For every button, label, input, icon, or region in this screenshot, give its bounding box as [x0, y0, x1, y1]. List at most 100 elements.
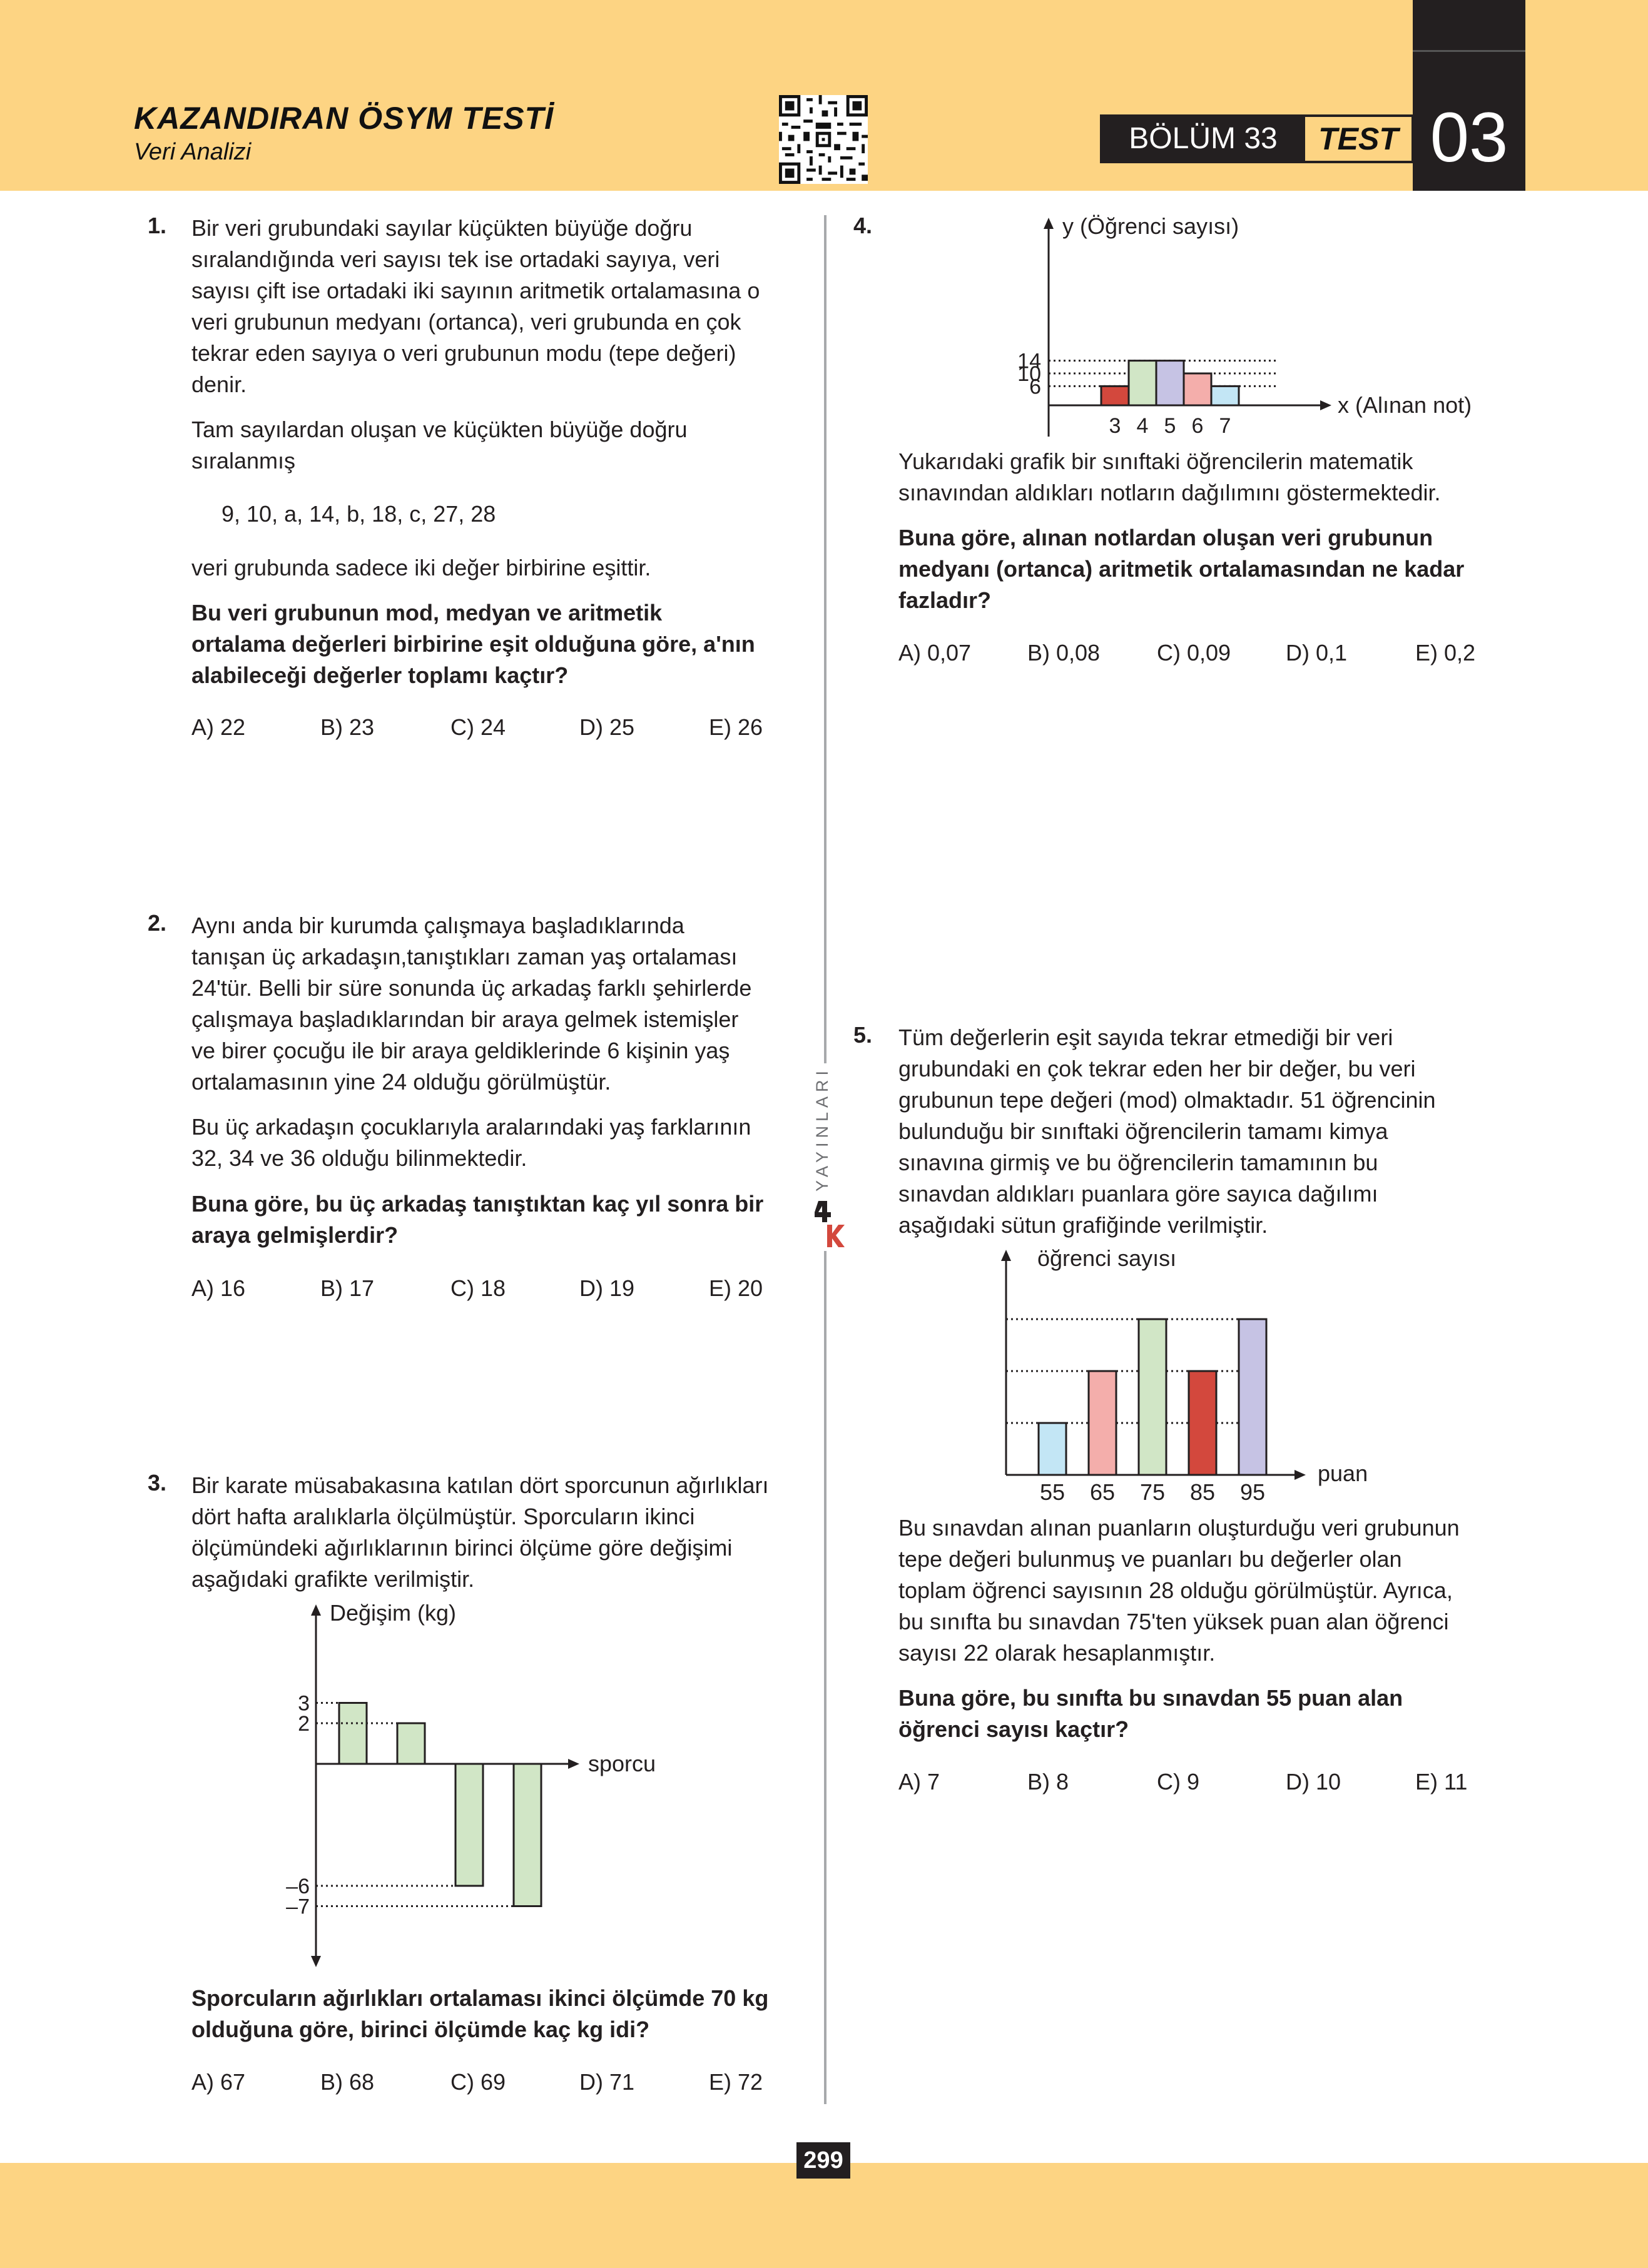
q3-y-axis-down-arrow-icon [311, 1956, 321, 1967]
q4-choice-b[interactable]: B) 0,08 [1027, 640, 1101, 666]
test-label: TEST [1305, 117, 1411, 161]
q2-choice-d[interactable]: D) 19 [579, 1275, 635, 1301]
test-title: KAZANDIRAN ÖSYM TESTİ [134, 101, 554, 136]
q2-choice-c[interactable]: C) 18 [450, 1275, 506, 1301]
q3-question: Sporcuların ağırlıkları ortalaması ikinc… [191, 1983, 792, 2045]
q2-line: araya gelmişlerdir? [191, 1222, 399, 1248]
q5-x-tick-label: 75 [1140, 1479, 1165, 1505]
q1-intro: Tam sayılardan oluşan ve küçükten büyüğe… [191, 414, 792, 477]
q5-choice-e[interactable]: E) 11 [1415, 1769, 1468, 1795]
q3-choice-d[interactable]: D) 71 [579, 2069, 635, 2095]
qr-code-icon[interactable] [779, 95, 868, 184]
q5-line: bulunduğu bir sınıftaki öğrencilerin tam… [898, 1118, 1388, 1144]
q2-text: Aynı anda bir kurumda çalışmaya başladık… [191, 910, 792, 1098]
q5-line: öğrenci sayısı kaçtır? [898, 1716, 1129, 1742]
q1-line: sıralandığında veri sayısı tek ise ortad… [191, 246, 720, 272]
test-number-box [1413, 0, 1525, 191]
q5-line: aşağıdaki sütun grafiğinde verilmiştir. [898, 1212, 1268, 1238]
q3-line: Bir karate müsabakasına katılan dört spo… [191, 1472, 769, 1498]
q2-line: tanışan üç arkadaşın,tanıştıkları zaman … [191, 944, 738, 969]
q3-choice-b[interactable]: B) 68 [320, 2069, 375, 2095]
q2-line: 24'tür. Belli bir süre sonunda üç arkada… [191, 975, 752, 1001]
q1-condition: veri grubunda sadece iki değer birbirine… [191, 555, 651, 580]
q2-line: Aynı anda bir kurumda çalışmaya başladık… [191, 913, 684, 938]
q4-choice-c[interactable]: C) 0,09 [1157, 640, 1231, 666]
q5-x-tick-label: 65 [1090, 1479, 1115, 1505]
q1-choice-d[interactable]: D) 25 [579, 714, 635, 740]
q3-y-axis-arrow-icon [311, 1604, 321, 1616]
q3-x-axis-arrow-icon [568, 1759, 579, 1769]
q1-line: alabileceği değerler toplamı kaçtır? [191, 662, 569, 688]
q1-line: Bir veri grubundaki sayılar küçükten büy… [191, 215, 693, 241]
q2-info: Bu üç arkadaşın çocuklarıyla aralarındak… [191, 1111, 792, 1174]
q4-line: fazladır? [898, 587, 992, 613]
q1-number: 1. [148, 213, 167, 238]
q2-choice-e[interactable]: E) 20 [709, 1275, 763, 1301]
q5-x-tick-label: 95 [1240, 1479, 1265, 1505]
q4-choice-d[interactable]: D) 0,1 [1286, 640, 1348, 666]
q3-y-tick-label: –7 [286, 1895, 310, 1919]
q5-choice-d[interactable]: D) 10 [1286, 1769, 1341, 1795]
q1-line: ortalama değerleri birbirine eşit olduğu… [191, 631, 755, 657]
q1-line: veri grubunun medyanı (ortanca), veri gr… [191, 309, 741, 335]
q2-choice-a[interactable]: A) 16 [191, 1275, 246, 1301]
q4-choice-a[interactable]: A) 0,07 [898, 640, 972, 666]
q3-bar [338, 1702, 368, 1765]
q5-line: Tüm değerlerin eşit sayıda tekrar etmedi… [898, 1025, 1393, 1050]
q5-question: Buna göre, bu sınıfta bu sınavdan 55 pua… [898, 1683, 1499, 1745]
q3-y-tick-label: 3 [298, 1692, 310, 1716]
q1-line: sıralanmış [191, 448, 296, 473]
q2-line: ve birer çocuğu ile bir araya geldikleri… [191, 1038, 730, 1063]
q4-choice-e[interactable]: E) 0,2 [1415, 640, 1476, 666]
q3-choice-c[interactable]: C) 69 [450, 2069, 506, 2095]
q4-question: Buna göre, alınan notlardan oluşan veri … [898, 522, 1499, 616]
q5-line: Bu sınavdan alınan puanların oluşturduğu… [898, 1515, 1460, 1541]
q5-bar [1188, 1370, 1218, 1476]
q5-x-tick-label: 85 [1190, 1479, 1215, 1505]
q1-choice-c[interactable]: C) 24 [450, 714, 506, 740]
q5-line: sayısı 22 olarak hesaplanmıştır. [898, 1640, 1216, 1666]
q3-weight-change-chart: Değişim (kg) sporcu 32 –6–7 [286, 1600, 656, 1967]
q1-line: Tam sayılardan oluşan ve küçükten büyüğe… [191, 417, 688, 442]
q2-line: çalışmaya başladıklarından bir araya gel… [191, 1006, 739, 1032]
q4-y-tick-label: 10 [1017, 362, 1041, 386]
q1-choice-e[interactable]: E) 26 [709, 714, 763, 740]
q4-x-tick-label: 4 [1137, 414, 1149, 437]
q2-line: ortalamasının yine 24 olduğu görülmüştür… [191, 1069, 611, 1095]
q1-line: denir. [191, 372, 247, 397]
q4-bar [1183, 372, 1213, 407]
q5-choice-c[interactable]: C) 9 [1157, 1769, 1200, 1795]
q5-line: sınavına girmiş ve bu öğrencilerin tamam… [898, 1150, 1378, 1175]
q3-line: Sporcuların ağırlıkları ortalaması ikinc… [191, 1985, 769, 2011]
q1-line: tekrar eden sayıya o veri grubunun modu … [191, 340, 736, 366]
q5-number: 5. [853, 1022, 873, 1048]
q1-definition: Bir veri grubundaki sayılar küçükten büy… [191, 213, 792, 400]
publisher-name: YAYINLARI [813, 1066, 832, 1192]
q5-bar [1087, 1370, 1117, 1476]
test-number-divider [1413, 50, 1525, 52]
q3-choice-e[interactable]: E) 72 [709, 2069, 763, 2095]
q1-choice-a[interactable]: A) 22 [191, 714, 246, 740]
q3-bar [396, 1722, 426, 1765]
q4-number: 4. [853, 213, 873, 238]
q1-choice-b[interactable]: B) 23 [320, 714, 375, 740]
q4-line: sınavından aldıkları notların dağılımını… [898, 480, 1441, 505]
q4-x-axis-label: x (Alınan not) [1338, 392, 1472, 418]
q5-choice-b[interactable]: B) 8 [1027, 1769, 1069, 1795]
q5-text: Tüm değerlerin eşit sayıda tekrar etmedi… [898, 1022, 1499, 1241]
q2-choice-b[interactable]: B) 17 [320, 1275, 375, 1301]
test-subtitle: Veri Analizi [134, 139, 252, 165]
q1-line: sayısı çift ise ortadaki iki sayının ari… [191, 278, 760, 303]
q4-x-axis-arrow-icon [1320, 400, 1331, 410]
section-label: BÖLÜM 33 [1129, 122, 1278, 155]
q4-line: Buna göre, alınan notlardan oluşan veri … [898, 525, 1433, 550]
test-number: 03 [1430, 98, 1508, 176]
q2-line: 32, 34 ve 36 olduğu bilinmektedir. [191, 1145, 527, 1171]
q5-choice-a[interactable]: A) 7 [898, 1769, 940, 1795]
q5-line: tepe değeri bulunmuş ve puanları bu değe… [898, 1546, 1402, 1572]
q5-bar [1037, 1422, 1067, 1476]
q3-choice-a[interactable]: A) 67 [191, 2069, 246, 2095]
page-number: 299 [796, 2142, 850, 2179]
q5-x-tick-label: 55 [1040, 1479, 1065, 1505]
